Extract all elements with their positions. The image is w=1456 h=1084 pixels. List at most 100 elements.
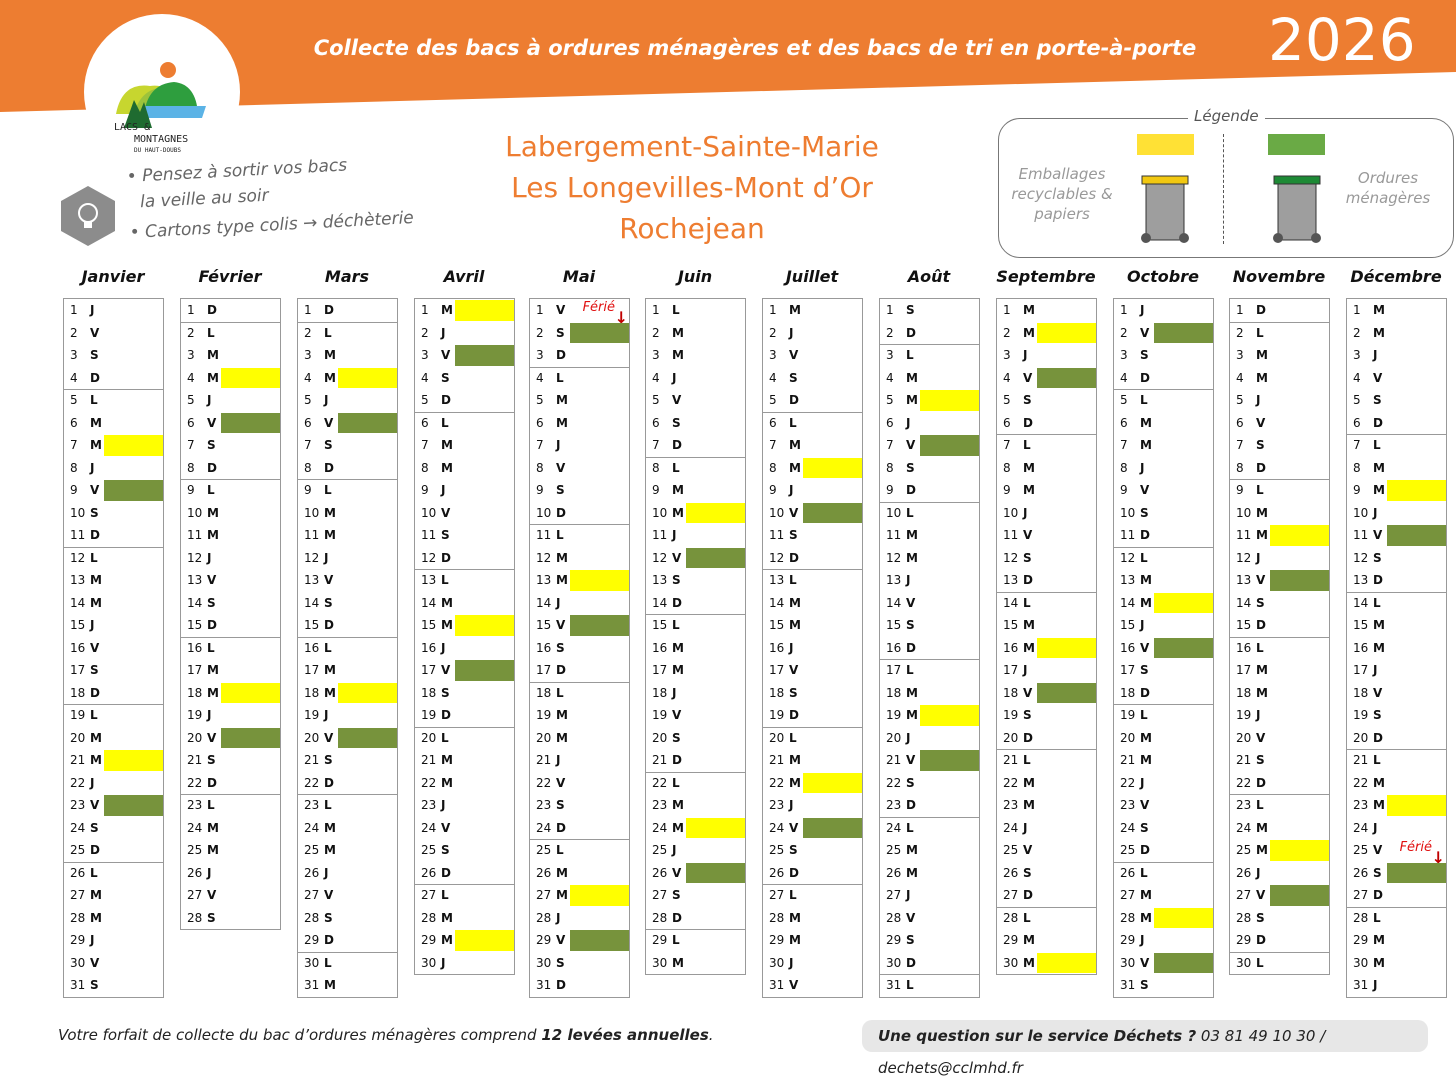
day-row: 28 [298, 907, 397, 930]
day-number: 8 [886, 460, 894, 475]
day-number: 10 [769, 505, 785, 520]
day-row: 20 [1114, 727, 1213, 750]
day-number: 23 [652, 798, 668, 812]
day-number: 28 [1236, 910, 1252, 925]
day-row: 30 [880, 952, 979, 975]
day-number: 16 [536, 640, 552, 655]
day-row: 23 [763, 794, 862, 817]
day-number: 6 [1236, 415, 1244, 430]
day-number: 2 [1120, 325, 1128, 340]
day-number: 20 [1003, 730, 1019, 745]
day-row: 2 [880, 322, 979, 345]
day-number: 11 [70, 528, 86, 542]
recycling-collection [920, 390, 979, 411]
weekday-letters: JVSDLMMJVSDLMMJVSDLMMJVSDLMMJVS [1140, 303, 1152, 992]
day-row: 19 [415, 704, 514, 727]
day-row: 17 [530, 659, 629, 682]
day-number: 14 [1003, 595, 1019, 610]
day-number: 7 [70, 438, 78, 452]
day-row: 6 [646, 412, 745, 435]
day-number: 2 [886, 325, 894, 340]
day-row: 6 [1347, 412, 1446, 435]
day-number: 7 [421, 438, 429, 452]
day-number: 30 [1236, 955, 1252, 970]
recycling-collection [920, 705, 979, 726]
weekday-letters: MMJVSDLMMJVSDLMMJVSDLMMJVSDLMM [1023, 303, 1035, 970]
day-row: 25 [880, 839, 979, 862]
day-row: 21 [1347, 749, 1446, 772]
town: Rochejean [619, 212, 765, 245]
household-collection [686, 547, 745, 568]
day-row: 11 [64, 524, 163, 547]
day-number: 13 [1353, 573, 1369, 587]
day-row: 2 [997, 322, 1096, 345]
day-number: 8 [70, 460, 78, 475]
day-row: 19 [1230, 704, 1329, 727]
day-row: 14 [64, 592, 163, 615]
day-number: 9 [304, 483, 312, 497]
day-number: 29 [536, 933, 552, 947]
day-row: 27 [530, 884, 629, 907]
day-number: 18 [70, 685, 86, 700]
day-row: 9 [64, 479, 163, 502]
day-row: 3 [64, 344, 163, 367]
day-row: 13 [415, 569, 514, 592]
day-row: 26 [181, 862, 280, 885]
day-row: 18 [415, 682, 514, 705]
day-number: 31 [769, 978, 785, 992]
day-number: 22 [1003, 775, 1019, 790]
day-number: 10 [1120, 505, 1136, 520]
day-row: 4 [298, 367, 397, 390]
household-collection [1270, 570, 1329, 591]
day-number: 9 [886, 483, 894, 497]
day-row: 25 [997, 839, 1096, 862]
day-row: 14 [1347, 592, 1446, 615]
day-row: 13 [530, 569, 629, 592]
day-number: 17 [421, 663, 437, 677]
weekday-letters: DLMMJVSDLMMJVSDLMMJVSDLMMJVSDLM [324, 303, 336, 992]
recycling-collection [1270, 840, 1329, 861]
day-row: 27 [298, 884, 397, 907]
day-number: 17 [1003, 663, 1019, 677]
day-number: 3 [70, 348, 78, 362]
day-row: 1 [415, 299, 514, 322]
day-row: 18 [181, 682, 280, 705]
day-row: 19 [763, 704, 862, 727]
day-row: 5 [530, 389, 629, 412]
day-row: 18 [64, 682, 163, 705]
day-number: 21 [187, 753, 203, 767]
day-row: 22 [181, 772, 280, 795]
day-row: 8 [646, 457, 745, 480]
day-row: 14 [181, 592, 280, 615]
day-row: 9 [646, 479, 745, 502]
legend-household-swatch [1268, 134, 1325, 155]
day-number: 30 [421, 955, 437, 970]
day-row: 24 [415, 817, 514, 840]
day-row: 25 [646, 839, 745, 862]
day-row: 22 [880, 772, 979, 795]
day-number: 1 [536, 303, 544, 317]
recycling-collection [104, 435, 163, 456]
day-row: 7 [763, 434, 862, 457]
day-row: 12 [530, 547, 629, 570]
day-number: 23 [536, 798, 552, 812]
day-number: 28 [70, 910, 86, 925]
day-row: 18 [1347, 682, 1446, 705]
day-number: 22 [1353, 775, 1369, 790]
weekday-letters: DLMMJVSDLMMJVSDLMMJVSDLMMJVS [207, 303, 219, 925]
day-row: 17 [1114, 659, 1213, 682]
day-row: 1 [997, 299, 1096, 322]
day-row: 14 [763, 592, 862, 615]
day-row: 29 [997, 929, 1096, 952]
day-row: 4 [763, 367, 862, 390]
day-row: 8 [997, 457, 1096, 480]
day-row: 13 [880, 569, 979, 592]
day-number: 4 [536, 370, 544, 385]
day-row: 16 [181, 637, 280, 660]
day-row: 22 [646, 772, 745, 795]
day-row: 6 [415, 412, 514, 435]
town: Labergement-Sainte-Marie [505, 130, 879, 163]
day-number: 5 [652, 393, 660, 407]
day-row: 19 [880, 704, 979, 727]
day-number: 13 [187, 573, 203, 587]
